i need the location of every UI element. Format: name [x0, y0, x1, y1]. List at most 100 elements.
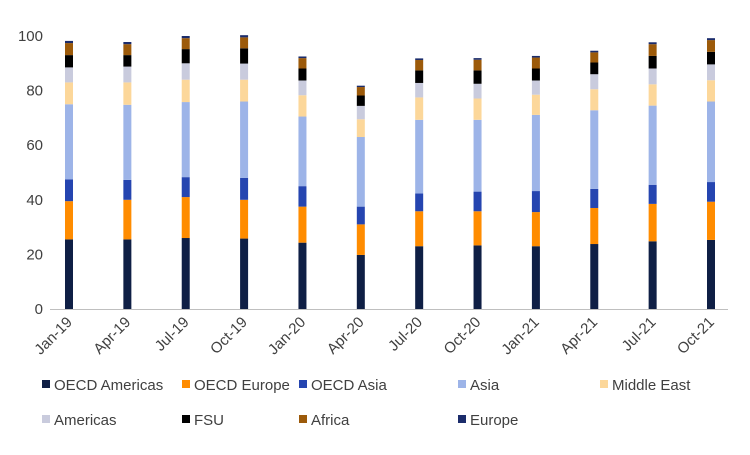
- bar-segment: [648, 241, 657, 309]
- bar-segment: [65, 82, 73, 105]
- bar-segment: [415, 97, 424, 120]
- bar-segment: [590, 89, 599, 111]
- bar-segment: [298, 58, 307, 69]
- bar-segment: [298, 186, 307, 207]
- bar-segment: [473, 58, 482, 60]
- bar-segment: [473, 191, 482, 212]
- bar-segment: [123, 239, 132, 309]
- bar-stack: [590, 50, 599, 309]
- legend-label: Europe: [470, 412, 518, 429]
- bar-segment: [181, 238, 190, 309]
- bar-segment: [123, 179, 132, 200]
- legend-label: FSU: [194, 412, 224, 429]
- bar-segment: [590, 74, 599, 90]
- legend-label: Asia: [470, 377, 500, 394]
- y-tick-label: 40: [26, 192, 43, 209]
- bar-segment: [65, 179, 73, 202]
- bar-segment: [415, 82, 424, 98]
- bar-segment: [123, 42, 132, 45]
- legend-item: OECD Europe: [182, 377, 290, 394]
- bar-segment: [240, 63, 249, 80]
- legend-swatch: [42, 415, 50, 423]
- bar-segment: [590, 50, 599, 53]
- bar-segment: [65, 67, 73, 83]
- legend-swatch: [600, 380, 608, 388]
- bar-segment: [648, 42, 657, 45]
- bar-segment: [298, 116, 307, 187]
- bar-segment: [473, 98, 482, 120]
- legend-label: Africa: [311, 412, 350, 429]
- x-tick-label: Oct-21: [674, 314, 718, 358]
- bar-segment: [473, 59, 482, 71]
- bar-segment: [123, 82, 132, 105]
- legend-swatch: [458, 415, 466, 423]
- x-tick-label: Oct-20: [441, 314, 485, 358]
- bar-segment: [65, 104, 73, 180]
- bar-segment: [356, 224, 365, 255]
- bar-segment: [590, 110, 599, 189]
- bar-segment: [123, 44, 132, 56]
- x-axis: Jan-19 Apr-19 Jul-19 Oct-19 Jan-20 Apr-20 Jul-…: [31, 309, 728, 358]
- bar-segment: [707, 38, 715, 41]
- bar-segment: [707, 101, 715, 183]
- bar-segment: [473, 70, 482, 84]
- legend-item: FSU: [182, 412, 224, 429]
- bar-segment: [707, 201, 715, 240]
- legend-label: Americas: [54, 412, 117, 429]
- bar-segment: [648, 84, 657, 106]
- bar-segment: [356, 95, 365, 106]
- bar-segment: [590, 244, 599, 309]
- x-tick-label: Jan-20: [265, 314, 309, 358]
- bar-segment: [240, 199, 249, 239]
- bar-segment: [65, 43, 73, 56]
- bar-segment: [415, 70, 424, 83]
- bar-segment: [123, 199, 132, 240]
- bar-segment: [648, 184, 657, 204]
- bar-segment: [65, 55, 73, 68]
- bar-segment: [473, 119, 482, 192]
- legend-swatch: [182, 415, 190, 423]
- x-tick-label: Apr-19: [90, 314, 134, 358]
- bar-segment: [181, 49, 190, 64]
- bar-segment: [473, 211, 482, 246]
- bar-segment: [648, 105, 657, 185]
- bar-stack: [707, 38, 715, 309]
- bar-segment: [415, 119, 424, 194]
- bar-segment: [240, 238, 249, 309]
- bar-segment: [707, 239, 715, 309]
- bar-segment: [240, 177, 249, 200]
- bar-stack: [65, 40, 73, 309]
- bar-stack: [473, 58, 482, 309]
- bar-segment: [707, 40, 715, 52]
- legend-swatch: [42, 380, 50, 388]
- bar-segment: [181, 38, 190, 50]
- y-axis: 0 20 40 60 80 100: [18, 28, 43, 318]
- bar-segment: [415, 58, 424, 61]
- bar-segment: [707, 182, 715, 202]
- bar-segment: [298, 80, 307, 96]
- bar-segment: [415, 246, 424, 309]
- y-tick-label: 80: [26, 83, 43, 100]
- bar-segment: [356, 87, 365, 96]
- bar-segment: [356, 85, 365, 88]
- bar-segment: [531, 68, 540, 81]
- legend-swatch: [299, 380, 307, 388]
- y-tick-label: 0: [35, 301, 43, 318]
- bar-segment: [65, 239, 73, 309]
- bar-segment: [473, 245, 482, 309]
- bar-segment: [648, 68, 657, 85]
- bar-segment: [181, 63, 190, 80]
- bar-segment: [473, 83, 482, 99]
- bar-segment: [590, 52, 599, 63]
- bar-segment: [415, 60, 424, 71]
- legend-item: OECD Americas: [42, 377, 163, 394]
- bar-segment: [123, 104, 132, 180]
- legend-label: OECD Asia: [311, 377, 388, 394]
- bar-stack: [181, 36, 190, 309]
- bar-segment: [123, 55, 132, 67]
- legend-item: Asia: [458, 377, 500, 394]
- legend: OECD Americas OECD Europe OECD Asia Asia Mid…: [42, 377, 691, 429]
- bar-segment: [298, 206, 307, 243]
- bar-segment: [298, 95, 307, 117]
